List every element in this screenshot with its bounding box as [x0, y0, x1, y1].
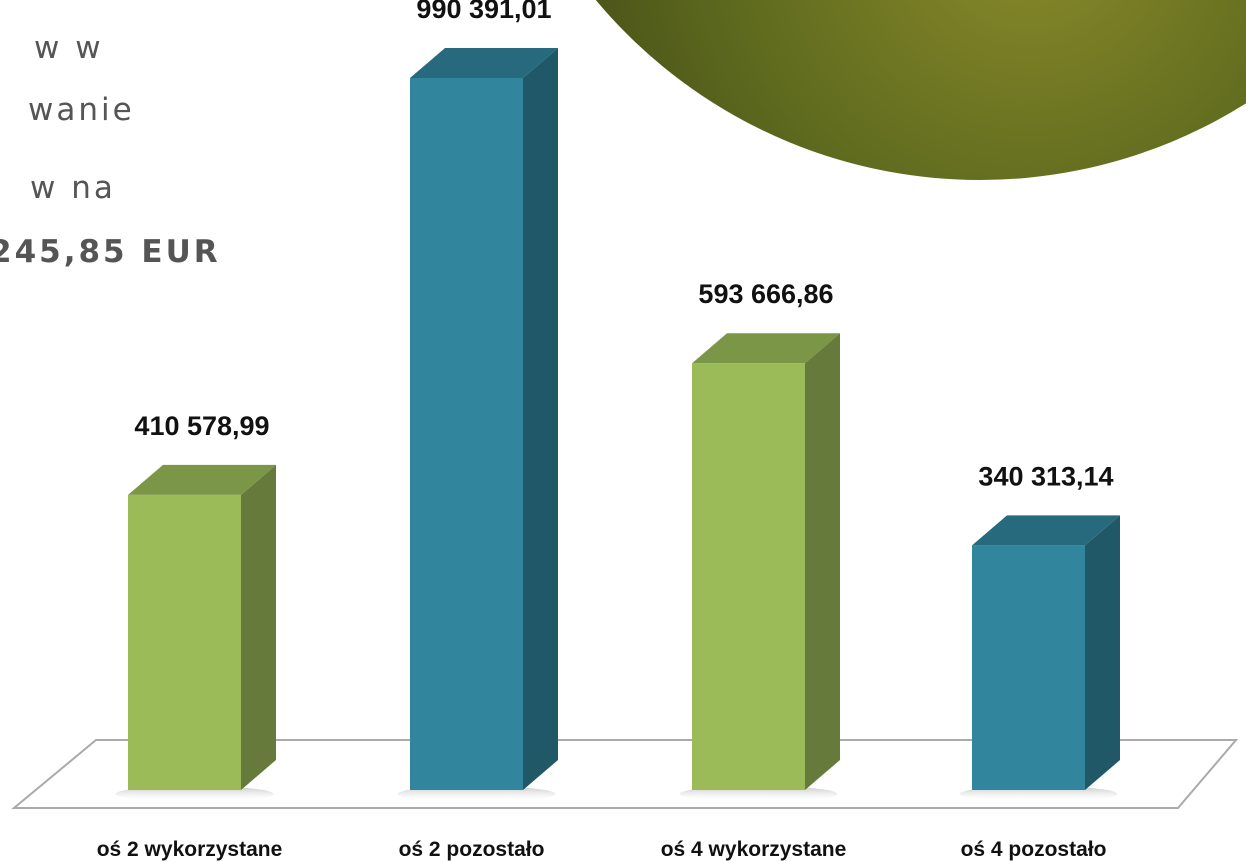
bar-side [523, 48, 558, 790]
x-tick-label: oś 4 pozostało [961, 838, 1107, 861]
bar [410, 78, 523, 790]
side-text: w na [30, 170, 116, 206]
side-text: 245,85 EUR [0, 234, 221, 270]
bar-side [241, 464, 276, 790]
bar [692, 363, 805, 790]
value-label: 340 313,14 [978, 461, 1113, 491]
bar-side [805, 333, 840, 790]
bar-top [972, 515, 1120, 546]
x-tick-label: oś 2 wykorzystane [97, 838, 283, 861]
value-label: 593 666,86 [698, 279, 833, 309]
value-label: 990 391,01 [416, 0, 551, 24]
bar [972, 545, 1085, 790]
photo-circle [595, 0, 1246, 180]
bar-side [1085, 515, 1120, 790]
bar-top [692, 333, 840, 364]
x-tick-label: oś 2 pozostało [399, 838, 545, 861]
value-label: 410 578,99 [134, 411, 269, 441]
x-tick-label: oś 4 wykorzystane [661, 838, 847, 861]
bar [128, 494, 241, 790]
floor [11, 739, 1239, 809]
bar-top [128, 464, 276, 495]
side-text: w w [34, 30, 104, 66]
side-text: wanie [28, 92, 135, 128]
bar-top [410, 48, 558, 78]
